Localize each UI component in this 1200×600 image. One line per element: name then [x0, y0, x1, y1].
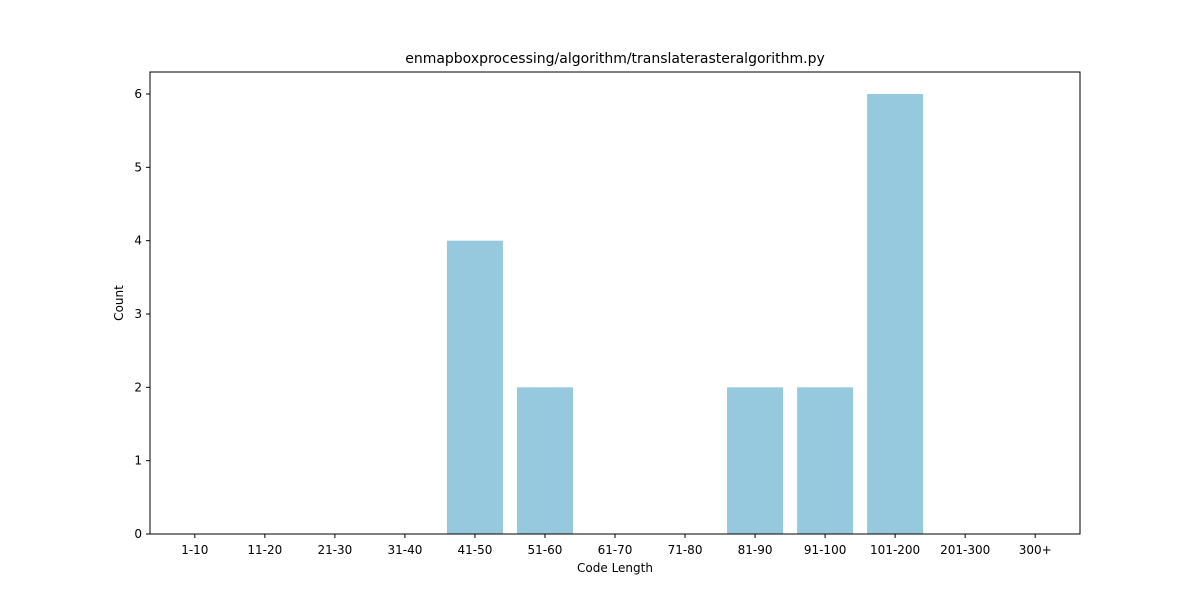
x-tick-label: 101-200 [870, 543, 920, 557]
x-tick-label: 31-40 [387, 543, 422, 557]
chart-title: enmapboxprocessing/algorithm/translatera… [405, 51, 825, 67]
x-tick-label: 300+ [1019, 543, 1052, 557]
bar-91-100 [797, 387, 854, 534]
x-axis: 1-10 11-20 21-30 31-40 41-50 51-60 61-70 71-80 8… [181, 534, 1052, 557]
bar-41-50 [446, 240, 503, 534]
x-tick-label: 11-20 [247, 543, 282, 557]
x-tick-label: 51-60 [528, 543, 563, 557]
bar-101-200 [867, 94, 924, 534]
x-tick-label: 91-100 [804, 543, 847, 557]
y-tick-label: 1 [134, 454, 142, 468]
x-tick-label: 41-50 [458, 543, 493, 557]
bar-51-60 [516, 387, 573, 534]
x-tick-label: 61-70 [598, 543, 633, 557]
x-tick-label: 81-90 [738, 543, 773, 557]
x-tick-label: 21-30 [317, 543, 352, 557]
x-tick-label: 1-10 [181, 543, 208, 557]
y-tick-label: 6 [134, 87, 142, 101]
y-axis-label: Count [112, 285, 126, 321]
y-axis: 0 1 2 3 4 5 6 [134, 87, 150, 541]
x-tick-label: 201-300 [940, 543, 990, 557]
y-tick-label: 2 [134, 380, 142, 394]
bar-81-90 [727, 387, 784, 534]
y-tick-label: 0 [134, 527, 142, 541]
plot-frame [149, 71, 1081, 535]
y-tick-label: 5 [134, 160, 142, 174]
x-axis-label: Code Length [577, 561, 653, 575]
y-tick-label: 3 [134, 307, 142, 321]
x-tick-label: 71-80 [668, 543, 703, 557]
y-tick-label: 4 [134, 234, 142, 248]
bars [446, 94, 924, 534]
